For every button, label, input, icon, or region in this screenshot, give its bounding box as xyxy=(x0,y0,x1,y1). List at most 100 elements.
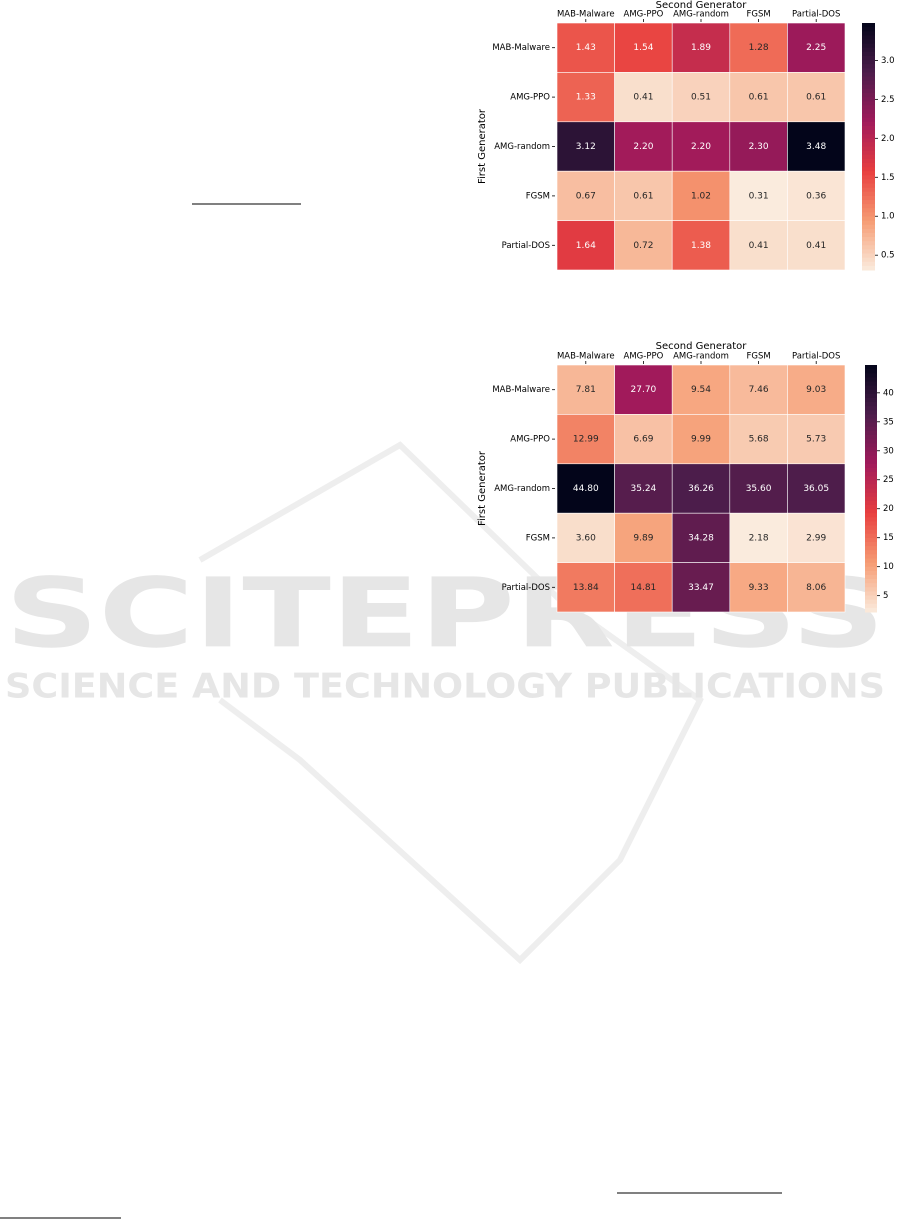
colorbar-segment xyxy=(865,402,877,407)
colorbar-segment xyxy=(865,439,877,444)
colorbar-segment xyxy=(865,554,877,559)
colorbar-tick-label: 1.0 xyxy=(881,212,895,222)
y-tick-label: Partial-DOS xyxy=(502,583,550,593)
colorbar-segment xyxy=(865,476,877,481)
colorbar-segment xyxy=(865,517,877,522)
colorbar-segment xyxy=(865,443,877,448)
colorbar-segment xyxy=(865,546,877,551)
colorbar-segment xyxy=(865,484,877,489)
cell-label: 9.03 xyxy=(806,385,826,395)
colorbar-segment xyxy=(862,171,875,176)
colorbar-segment xyxy=(862,31,875,36)
y-axis-label: First Generator xyxy=(477,108,488,184)
cell-label: 2.20 xyxy=(633,142,653,152)
heatmap-cell xyxy=(556,463,615,514)
colorbar-segment xyxy=(862,237,875,242)
x-tick-label: FGSM xyxy=(746,10,770,20)
cell-label: 44.80 xyxy=(573,484,599,494)
cell-label: 0.41 xyxy=(806,241,826,251)
colorbar-segment xyxy=(862,191,875,197)
colorbar-tick-label: 25 xyxy=(883,475,894,485)
colorbar-segment xyxy=(865,525,877,531)
cell-label: 1.02 xyxy=(691,191,711,201)
colorbar-segment xyxy=(862,84,875,90)
cell-label: 5.73 xyxy=(806,435,826,445)
cell-label: 1.38 xyxy=(691,241,711,251)
colorbar-segment xyxy=(865,583,877,588)
colorbar-segment xyxy=(865,513,877,518)
cell-label: 9.99 xyxy=(691,435,711,445)
colorbar-segment xyxy=(862,138,875,143)
colorbar-segment xyxy=(862,35,875,40)
cell-label: 13.84 xyxy=(573,583,599,593)
colorbar-segment xyxy=(862,167,875,172)
colorbar-tick-label: 30 xyxy=(883,446,894,456)
heatmap-cell xyxy=(671,121,731,172)
heatmap-cell xyxy=(614,220,673,271)
cell-label: 7.46 xyxy=(749,385,769,395)
cell-label: 1.43 xyxy=(576,43,596,53)
cell-label: 0.41 xyxy=(633,93,653,103)
heatmap-cell xyxy=(729,22,788,73)
colorbar-segment xyxy=(865,562,877,568)
colorbar-segment xyxy=(862,142,875,147)
colorbar-segment xyxy=(865,430,877,436)
heatmap-cell xyxy=(614,121,673,172)
x-axis-label: Second Generator xyxy=(656,0,748,11)
colorbar-segment xyxy=(865,488,877,494)
cell-label: 0.72 xyxy=(633,241,653,251)
colorbar-segment xyxy=(865,385,877,391)
colorbar-segment xyxy=(865,393,877,399)
colorbar-segment xyxy=(862,97,875,102)
cell-label: 0.61 xyxy=(749,93,769,103)
colorbar-segment xyxy=(865,373,877,378)
colorbar-segment xyxy=(865,496,877,502)
cell-label: 27.70 xyxy=(631,385,657,395)
cell-label: 35.60 xyxy=(746,484,772,494)
colorbar-segment xyxy=(862,51,875,57)
colorbar-segment xyxy=(865,414,877,420)
colorbar-segment xyxy=(865,467,877,473)
colorbar-segment xyxy=(862,253,875,259)
heatmap-cell xyxy=(614,364,673,415)
heatmap-cell xyxy=(556,220,615,271)
colorbar-segment xyxy=(865,377,877,382)
colorbar-segment xyxy=(862,64,875,69)
colorbar-segment xyxy=(865,595,877,601)
colorbar-segment xyxy=(862,109,875,115)
heatmap-cell xyxy=(787,72,846,123)
colorbar-segment xyxy=(862,130,875,135)
cell-label: 2.99 xyxy=(806,533,826,543)
colorbar-segment xyxy=(865,504,877,510)
colorbar-tick-label: 5 xyxy=(883,591,888,601)
colorbar-segment xyxy=(865,599,877,605)
colorbar-segment xyxy=(865,426,877,432)
y-tick-label: Partial-DOS xyxy=(502,241,550,251)
colorbar-segment xyxy=(862,92,875,98)
y-tick-label: AMG-PPO xyxy=(510,93,550,103)
heatmap-cell xyxy=(614,562,673,613)
colorbar-segment xyxy=(865,587,877,592)
x-tick-label: MAB-Malware xyxy=(557,10,615,20)
colorbar-tick-label: 10 xyxy=(883,562,894,572)
colorbar-segment xyxy=(865,550,877,555)
y-tick-label: AMG-random xyxy=(494,142,550,152)
colorbar-segment xyxy=(862,101,875,106)
heatmap-cell xyxy=(787,121,846,172)
cell-label: 1.89 xyxy=(691,43,711,53)
colorbar-segment xyxy=(865,365,877,370)
cell-label: 2.25 xyxy=(806,43,826,53)
cell-label: 1.33 xyxy=(576,93,596,103)
colorbar-segment xyxy=(862,88,875,94)
colorbar-segment xyxy=(862,249,875,255)
colorbar-tick-label: 35 xyxy=(883,417,894,427)
heatmap-cell xyxy=(556,121,615,172)
colorbar-segment xyxy=(865,434,877,440)
heatmap-cell xyxy=(729,170,788,221)
colorbar-segment xyxy=(862,183,875,189)
x-tick-label: AMG-random xyxy=(673,10,729,20)
colorbar-segment xyxy=(865,459,877,465)
colorbar-segment xyxy=(862,212,875,217)
colorbar-segment xyxy=(862,245,875,250)
colorbar-segment xyxy=(862,195,875,201)
